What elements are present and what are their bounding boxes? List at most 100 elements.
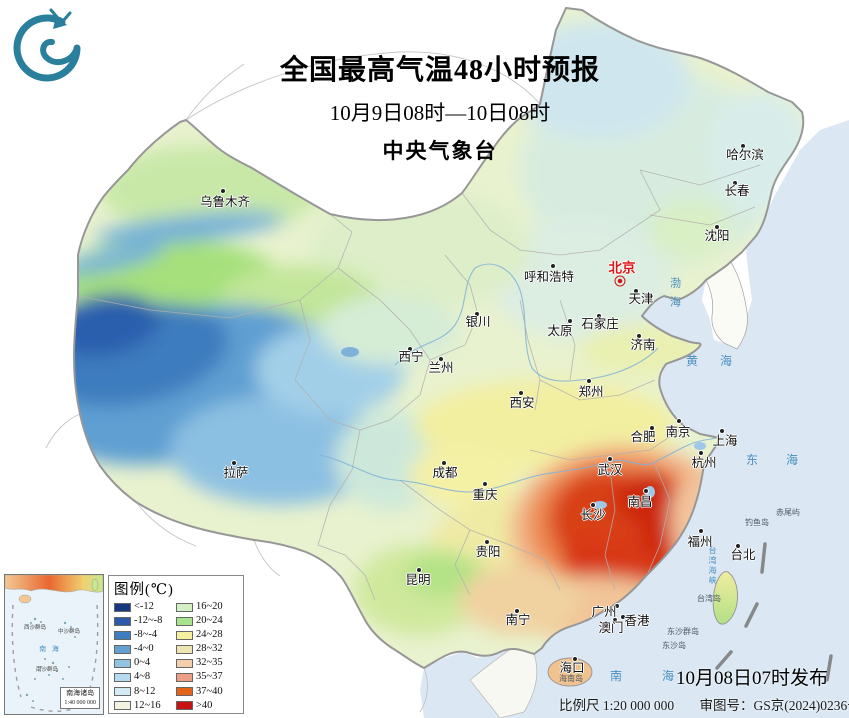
temperature-legend: 图例(℃) <-12 -12~-8 -8~-4 -4~0 0~4 4~8 8~12 12~16… [108,575,244,714]
city-dot-石家庄 [596,313,602,319]
island-label-海南岛: 海南岛 [559,674,583,683]
legend-item: -12~-8 [114,614,176,628]
city-dot-武汉 [607,456,613,462]
island-label-钓鱼岛: 钓鱼岛 [745,518,769,527]
city-dot-呼和浩特 [550,263,556,269]
legend-range-label: 0~4 [134,657,151,669]
legend-swatch [176,673,193,683]
city-label-北京: 北京 [608,260,636,276]
legend-item: 20~24 [176,614,239,628]
legend-range-label: <-12 [134,600,154,612]
legend-range-label: 37~40 [196,685,223,697]
city-label-石家庄: 石家庄 [581,316,619,331]
island-label-东沙群岛: 东沙群岛 [667,627,699,636]
china-weather-dragon-logo [13,8,81,82]
legend-swatch [114,616,131,626]
city-dot-杭州 [698,450,704,456]
city-label-济南: 济南 [630,337,656,352]
city-label-乌鲁木齐: 乌鲁木齐 [199,194,251,209]
legend-range-label: -4~0 [134,643,154,655]
city-dot-福州 [698,528,704,534]
page-title: 全国最高气温48小时预报 [279,55,600,86]
legend-range-label: 12~16 [134,699,161,711]
inset-scale: 1:40 000 000 [64,699,96,706]
legend-range-label: >40 [196,699,213,711]
city-label-西安: 西安 [509,395,535,410]
forecast-period: 10月9日08时—10日08时 [329,101,551,125]
city-dot-西安 [518,390,524,396]
city-dot-广州 [614,603,620,609]
south-china-sea-inset: 南海诸岛 1:40 000 000 西沙群岛 中沙群岛 南沙群岛 南 海 [4,574,104,715]
taiwan-island [712,571,739,625]
city-dot-昆明 [416,567,422,573]
legend-range-label: -12~-8 [134,614,163,626]
city-dot-长春 [732,180,738,186]
legend-item: -4~0 [114,642,176,656]
city-label-广州: 广州 [591,604,617,619]
city-dot-海口 [572,656,578,662]
legend-swatch [114,630,131,640]
sea-label-南海: 南海 [609,669,715,683]
map-license-number: 审图号：GS京(2024)0236号 [699,698,849,713]
city-label-南昌: 南昌 [627,494,653,509]
legend-swatch [176,659,193,669]
city-label-杭州: 杭州 [691,455,717,470]
island-label-东沙岛: 东沙岛 [662,641,686,650]
legend-item: 37~40 [176,685,239,699]
map-info: 比例尺 1:20 000 000 审图号：GS京(2024)0236号 [559,694,849,714]
city-label-合肥: 合肥 [630,429,656,444]
city-dot-长沙 [590,502,596,508]
legend-swatch [176,602,193,612]
city-dot-天津 [633,288,639,294]
city-label-西宁: 西宁 [398,349,424,364]
legend-item: 12~16 [114,699,176,713]
legend-item: <-12 [114,600,176,614]
city-label-成都: 成都 [432,465,458,480]
city-dot-沈阳 [714,224,720,230]
city-dot-兰州 [438,356,444,362]
city-label-福州: 福州 [687,534,713,549]
city-label-台北: 台北 [730,547,756,562]
legend-swatch [176,616,193,626]
city-dot-银川 [474,311,480,317]
legend-swatch [114,659,131,669]
city-dot-香港 [620,614,626,620]
map-scale: 比例尺 1:20 000 000 [559,698,675,713]
city-label-郑州: 郑州 [578,384,604,399]
legend-range-label: 24~28 [196,629,223,641]
city-label-银川: 银川 [465,314,491,329]
sea-label-台湾海峡: 台湾海峡 [708,546,717,586]
capital-marker-北京 [614,275,626,287]
legend-item: 0~4 [114,657,176,671]
legend-swatch [176,687,193,697]
city-label-昆明: 昆明 [405,572,431,587]
city-dot-南昌 [643,488,649,494]
legend-range-label: 20~24 [196,614,223,626]
city-label-武汉: 武汉 [597,462,623,477]
legend-swatch [114,602,131,612]
map-header: 全国最高气温48小时预报 10月9日08时—10日08时 中央气象台 [250,48,630,165]
city-dot-西宁 [407,346,413,352]
city-dot-济南 [636,333,642,339]
legend-item: 4~8 [114,671,176,685]
legend-item: 28~32 [176,642,239,656]
city-label-呼和浩特: 呼和浩特 [523,269,575,284]
legend-swatch [114,701,131,711]
hainan-island [547,657,593,687]
city-label-长沙: 长沙 [580,507,606,522]
legend-range-label: 35~37 [196,671,223,683]
city-label-拉萨: 拉萨 [223,465,249,480]
city-dot-太原 [567,318,573,324]
city-dot-合肥 [649,425,655,431]
city-dot-乌鲁木齐 [220,188,226,194]
legend-range-label: 16~20 [196,600,223,612]
issue-time: 10月08日07时发布 [676,668,829,689]
legend-swatch [176,701,193,711]
city-label-长春: 长春 [724,183,750,198]
legend-range-label: 8~12 [134,685,156,697]
city-label-太原: 太原 [547,323,573,338]
city-dot-哈尔滨 [740,143,746,149]
legend-range-label: 28~32 [196,643,223,655]
city-dot-成都 [441,460,447,466]
